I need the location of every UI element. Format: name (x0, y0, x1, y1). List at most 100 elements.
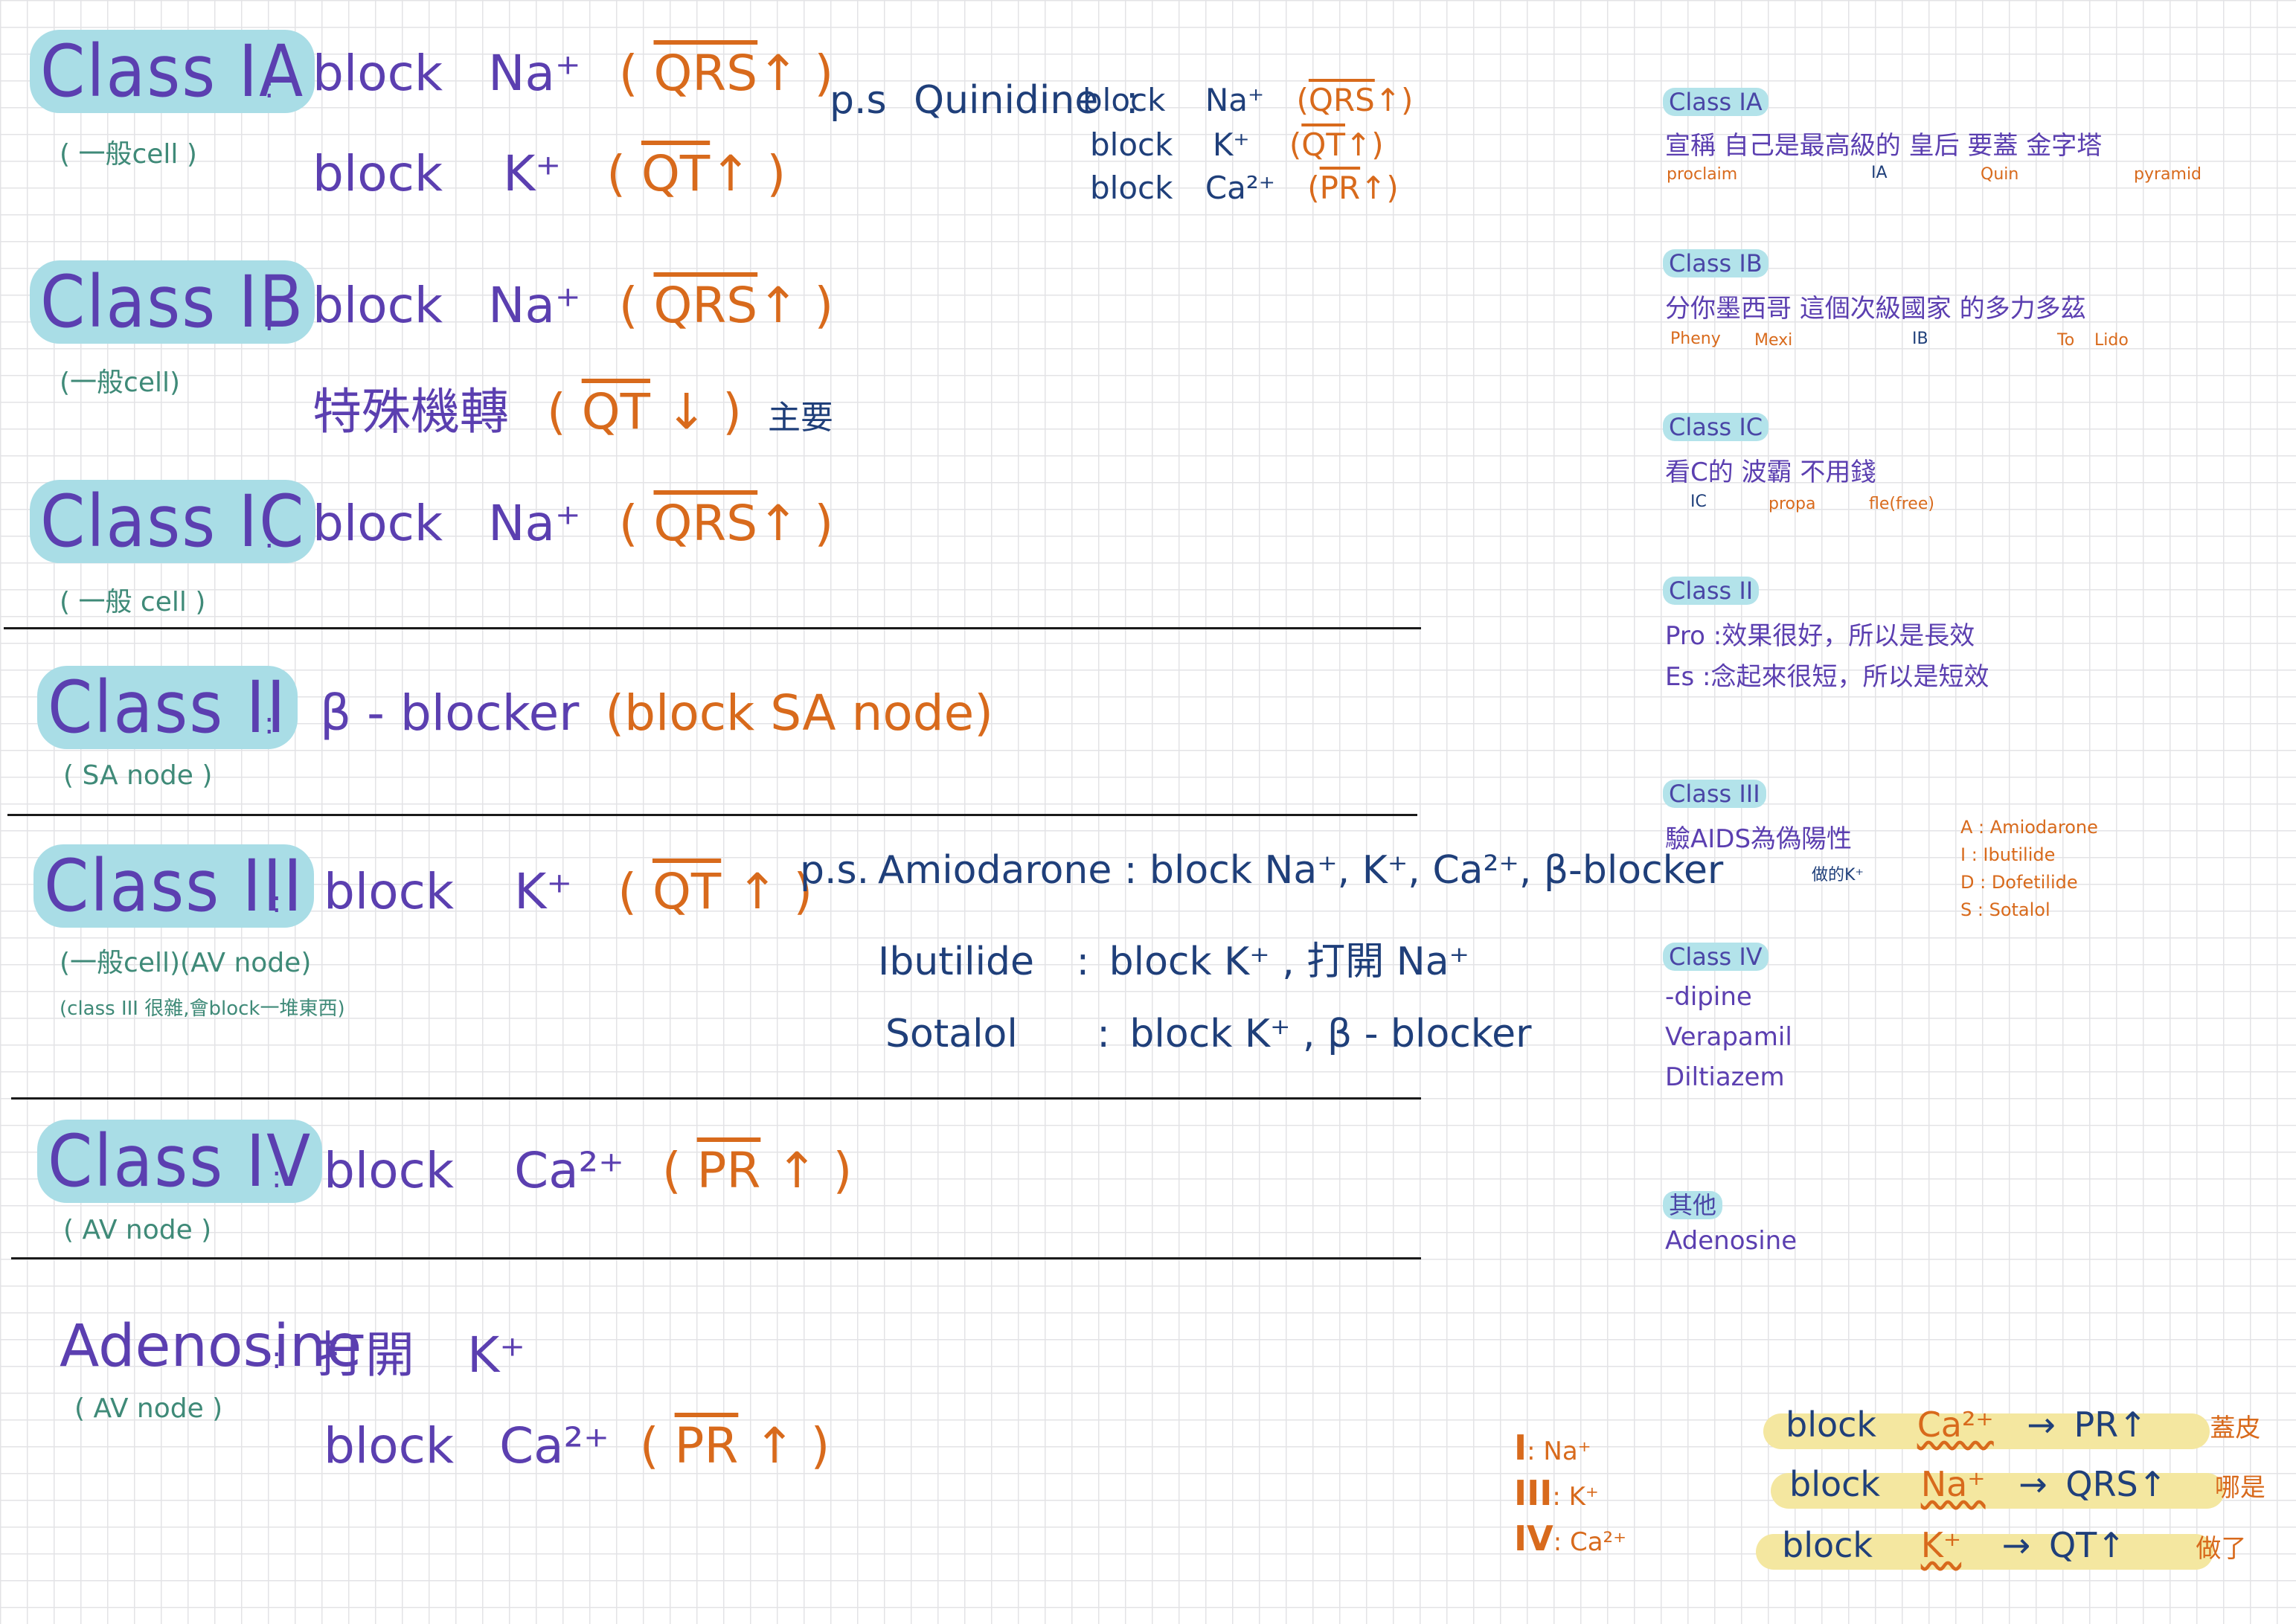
class-numeral: IV (1514, 1518, 1553, 1559)
mnemonic-ib-label: Class IB (1663, 249, 1769, 277)
ion: K⁺ (514, 863, 573, 920)
mnemonic-ib-gloss-4: To (2057, 331, 2075, 350)
mnemonic-ii-label: Class II (1663, 577, 1760, 605)
mnemonic-ib-gloss-1: Pheny (1670, 330, 1721, 348)
verb: block (324, 1417, 455, 1474)
key-row: A : Amiodarone (1960, 817, 2098, 838)
arrow: → (2018, 1464, 2048, 1504)
effect-wave: QRS (653, 495, 758, 552)
highlight-bar (1771, 1473, 2225, 1509)
mnemonic-ia-label: Class IA (1663, 88, 1769, 116)
verb: block (1782, 1525, 1873, 1565)
mnemonic-ia-gloss-2: IA (1871, 164, 1888, 182)
mnemonic-ib-gloss-5: Lido (2094, 331, 2129, 350)
class-iii-title: Class III (33, 844, 315, 928)
mnemonic-ii-line1: Pro :效果很好，所以是長效 (1665, 621, 1975, 651)
mnemonic-ib-gloss-3: IB (1912, 330, 1928, 348)
memo: 哪是 (2214, 1473, 2265, 1503)
effect: ( QRS↑ ) (618, 277, 834, 334)
ion: Na⁺ (488, 495, 581, 552)
class-iv-line1: block Ca²⁺ ( PR ↑ ) (324, 1142, 852, 1199)
ion: : Ca²⁺ (1553, 1527, 1627, 1557)
mnemonic-iii-label: Class III (1663, 780, 1766, 808)
class-ib-title: Class IB (30, 260, 315, 344)
effect: ( QT ↓ ) (546, 383, 743, 440)
effect: ( PR ↑ ) (639, 1417, 830, 1474)
class-ii-subtitle: ( SA node ) (63, 760, 213, 791)
class-iii-note: (class III 很雜,會block一堆東西) (60, 998, 345, 1020)
colon: : (264, 521, 275, 555)
effect: QT↑ (2048, 1525, 2126, 1565)
class-iii-subtitle: (一般cell)(AV node) (60, 948, 312, 978)
ion: Ca²⁺ (499, 1417, 609, 1474)
adenosine-line1: 打開 K⁺ (316, 1315, 525, 1387)
key-row: I : Ibutilide (1960, 844, 2056, 865)
key-drug: Amiodarone (1989, 817, 2098, 838)
mnemonic-iv-item-2: Verapamil (1665, 1022, 1792, 1052)
key-letter: D (1960, 872, 1975, 893)
arrow: → (2027, 1405, 2056, 1445)
quinidine-row-3: block Ca²⁺ (PR↑) (1090, 170, 1399, 206)
ion: K⁺ (466, 1326, 526, 1384)
text: block Na⁺, K⁺, Ca²⁺, β-blocker (1149, 848, 1724, 893)
key-letter: I (1960, 844, 1966, 865)
mnemonic-ia-gloss-4: pyramid (2134, 165, 2202, 184)
adenosine-subtitle: ( AV node ) (74, 1393, 223, 1424)
class-ib-line1: block Na⁺ ( QRS↑ ) (312, 277, 833, 334)
effect: ( QRS↑ ) (618, 45, 834, 102)
class-iii-line1: block K⁺ ( QT ↑ ) (324, 863, 812, 920)
quinidine-row-2: block K⁺ (QT↑) (1090, 126, 1384, 163)
class-ib-line2: 特殊機轉 ( QT ↓ ) 主要 (312, 372, 833, 443)
highlight-bar (1763, 1413, 2210, 1449)
mnemonic-other-item-1: Adenosine (1665, 1226, 1798, 1256)
colon: : (272, 1341, 282, 1376)
key-drug: Sotalol (1989, 899, 2050, 920)
memo: 蓋皮 (2210, 1413, 2261, 1443)
mnemonic-iii-text: 驗AIDS為偽陽性 (1665, 824, 1853, 854)
section-divider (11, 1257, 1421, 1259)
effect-wave: QT (1301, 126, 1345, 163)
ion: Na⁺ (488, 277, 581, 334)
amiodarone-row: Amiodarone : block Na⁺, K⁺, Ca²⁺, β-bloc… (878, 848, 1723, 893)
drug-name: Sotalol (885, 1012, 1018, 1056)
class-ib-subtitle: (一般cell) (60, 368, 181, 398)
text: block K⁺ , 打開 Na⁺ (1109, 940, 1470, 984)
effect: (QRS↑) (1296, 82, 1414, 118)
verb: block (1090, 126, 1173, 163)
verb: block (324, 863, 455, 920)
effect: ( QRS↑ ) (618, 495, 834, 552)
class-ic-title: Class IC (30, 480, 316, 563)
summary-row-3: block K⁺ → QT↑ 做了 (1782, 1525, 2246, 1565)
drug-name: Quinidine (914, 78, 1099, 123)
summary-row-1: block Ca²⁺ → PR↑ 蓋皮 (1786, 1405, 2260, 1445)
verb: 打開 (316, 1326, 414, 1384)
key-drug: Dofetilide (1991, 872, 2078, 893)
colon: : (264, 304, 275, 338)
effect-wave: QT (641, 145, 711, 202)
mnemonic-iv-item-1: -dipine (1665, 982, 1752, 1012)
note: (block SA node) (605, 684, 993, 742)
colon: : (272, 885, 282, 919)
drug-name: Ibutilide (878, 940, 1035, 984)
arrow: → (2001, 1525, 2031, 1565)
text: block K⁺ , β - blocker (1129, 1012, 1532, 1056)
effect: ( QT ↑ ) (618, 863, 813, 920)
effect-wave: PR (1319, 170, 1361, 206)
verb: block (1786, 1405, 1877, 1445)
class-iv-subtitle: ( AV node ) (63, 1215, 212, 1245)
class-iv-title: Class IV (37, 1120, 323, 1203)
key-drug: Ibutilide (1983, 844, 2056, 865)
verb: block (312, 145, 443, 202)
key-letter: S (1960, 899, 1972, 920)
quinidine-row-1: block Na⁺ (QRS↑) (1083, 82, 1413, 118)
class-ia-title: Class IA (30, 30, 315, 113)
verb: block (312, 277, 443, 334)
effect-wave: QRS (653, 45, 758, 102)
effect-wave: QT (652, 863, 722, 920)
class-ii-title: Class II (37, 666, 298, 749)
ibutilide-row: Ibutilide : block K⁺ , 打開 Na⁺ (878, 930, 1469, 986)
mnemonic-iii-key: A : Amiodarone I : Ibutilide D : Dofetil… (1960, 814, 2098, 924)
verb: block (324, 1142, 455, 1199)
quinidine-note-prefix: p.s Quinidine : (830, 78, 1138, 123)
ion-summary-row: IV: Ca²⁺ (1514, 1518, 1626, 1563)
